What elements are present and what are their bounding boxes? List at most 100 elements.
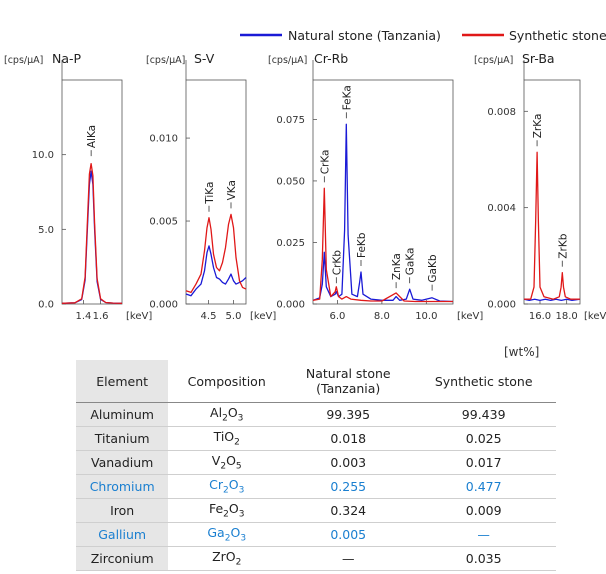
- synthetic-value-cell: 0.035: [411, 546, 556, 571]
- header-element: Element: [76, 360, 169, 403]
- natural-value-cell: —: [285, 546, 412, 571]
- series-line-synthetic: [312, 187, 453, 303]
- table-row: Zirconium ZrO2—0.035: [76, 546, 556, 571]
- legend-synthetic-label: Synthetic stone: [509, 28, 606, 43]
- composition-cell: Al2O3: [168, 402, 286, 427]
- table-row: Vanadium V2O5 0.003 0.017: [76, 450, 556, 475]
- peak-label: GaKa: [405, 248, 417, 276]
- plot-frame: [61, 79, 123, 305]
- synthetic-value-cell: 0.477: [411, 474, 556, 499]
- synthetic-value-cell: 0.009: [411, 498, 556, 523]
- y-tick-label: 10.0: [32, 150, 54, 161]
- natural-value-cell: 0.018: [285, 426, 412, 451]
- composition-cell: TiO2: [168, 426, 286, 451]
- spectrum-panel-sr-ba: [cps/μA] Sr-Ba 0.000 0.004 0.008 16.0 18.0 [keV…: [474, 51, 606, 322]
- y-tick-label: 0.008: [487, 107, 516, 118]
- table-row: Titanium TiO2 0.018 0.025: [76, 426, 556, 451]
- table-row: Gallium Ga2O3 0.005—: [76, 522, 556, 547]
- y-unit-label: [cps/μA]: [4, 55, 43, 66]
- spectrum-panel-na-p: [cps/μA] Na-P 0.0 5.0 10.0 1.4 1.6 [keV] AlKa: [4, 51, 152, 322]
- header-synthetic: Synthetic stone: [411, 360, 556, 403]
- element-cell: Chromium: [76, 474, 169, 499]
- natural-value-cell: 0.005: [285, 522, 412, 547]
- legend: Natural stone (Tanzania) Synthetic stone: [240, 28, 606, 43]
- composition-cell: V2O5: [168, 450, 286, 475]
- peak-label: ZrKa: [532, 114, 544, 139]
- x-unit-label: [keV]: [250, 311, 276, 322]
- y-unit-label: [cps/μA]: [146, 55, 185, 66]
- panel-title: Sr-Ba: [522, 51, 555, 66]
- x-tick-label: 1.6: [93, 311, 109, 322]
- composition-cell: Fe2O3: [168, 498, 286, 523]
- element-cell: Gallium: [76, 522, 169, 547]
- spectrum-panel-s-v: [cps/μA] S-V 0.000 0.005 0.010 4.5 5.0 [keV] TiK…: [146, 51, 276, 322]
- y-tick-label: 0.0: [38, 300, 54, 311]
- x-unit-label: [keV]: [584, 311, 606, 322]
- panel-title: S-V: [194, 51, 215, 66]
- y-tick-label: 0.000: [487, 300, 516, 311]
- peak-label: ZnKa: [391, 253, 403, 280]
- y-tick-label: 0.075: [276, 115, 305, 126]
- spectrum-panel-cr-rb: [cps/μA] Cr-Rb 0.000 0.025 0.050 0.075 6.0 8.0 1…: [268, 51, 483, 322]
- peak-label: FeKa: [341, 85, 353, 110]
- series-line-synthetic: [61, 162, 123, 304]
- x-tick-label: 16.0: [529, 311, 551, 322]
- y-unit-label: [cps/μA]: [268, 55, 307, 66]
- x-tick-label: 1.4: [75, 311, 91, 322]
- y-tick-label: 0.004: [487, 203, 516, 214]
- x-tick-label: 8.0: [374, 311, 390, 322]
- natural-value-cell: 0.324: [285, 498, 412, 523]
- y-unit-label: [cps/μA]: [474, 55, 513, 66]
- series-line-synthetic: [524, 151, 580, 300]
- series-line-natural: [185, 245, 247, 297]
- table-row: Aluminum Al2O3 99.395 99.439: [76, 402, 556, 427]
- composition-cell: ZrO2: [168, 546, 286, 571]
- composition-cell: Cr2O3: [168, 474, 286, 499]
- synthetic-value-cell: 0.025: [411, 426, 556, 451]
- synthetic-value-cell: 99.439: [411, 402, 556, 427]
- peak-label: GaKb: [427, 254, 439, 282]
- legend-natural-label: Natural stone (Tanzania): [288, 28, 441, 43]
- peak-label: TiKa: [204, 182, 216, 205]
- header-natural-line2: (Tanzania): [316, 381, 381, 396]
- header-natural: Natural stone (Tanzania): [285, 360, 412, 403]
- y-tick-label: 0.050: [276, 176, 305, 187]
- x-tick-label: 10.0: [415, 311, 437, 322]
- peak-label: AlKa: [86, 125, 98, 148]
- series-line-synthetic: [185, 213, 247, 294]
- panel-title: Na-P: [52, 51, 82, 66]
- plot-frame: [312, 79, 454, 305]
- natural-value-cell: 99.395: [285, 402, 412, 427]
- x-tick-label: 5.0: [226, 311, 242, 322]
- table-row: Iron Fe2O3 0.324 0.009: [76, 498, 556, 523]
- y-tick-label: 0.010: [149, 134, 178, 145]
- element-cell: Iron: [76, 498, 169, 523]
- peak-label: CrKb: [331, 250, 343, 276]
- y-tick-label: 0.000: [276, 300, 305, 311]
- element-cell: Titanium: [76, 426, 169, 451]
- element-cell: Vanadium: [76, 450, 169, 475]
- plot-frame: [523, 79, 581, 305]
- peak-label: FeKb: [356, 232, 368, 258]
- natural-value-cell: 0.003: [285, 450, 412, 475]
- header-natural-line1: Natural stone: [305, 366, 391, 381]
- x-unit-label: [keV]: [457, 311, 483, 322]
- peak-label: ZrKb: [557, 233, 569, 258]
- spectra-figure: Natural stone (Tanzania) Synthetic stone…: [4, 28, 606, 322]
- natural-value-cell: 0.255: [285, 474, 412, 499]
- y-tick-label: 0.005: [149, 217, 178, 228]
- element-cell: Zirconium: [76, 546, 169, 571]
- y-tick-label: 0.000: [149, 300, 178, 311]
- header-composition: Composition: [168, 360, 286, 403]
- table-header-row: Element Composition Natural stone (Tanza…: [76, 360, 556, 403]
- unit-note: [wt%]: [504, 345, 540, 359]
- element-cell: Aluminum: [76, 402, 169, 427]
- peak-label: VKa: [226, 180, 238, 200]
- panel-title: Cr-Rb: [314, 51, 348, 66]
- x-unit-label: [keV]: [126, 311, 152, 322]
- composition-cell: Ga2O3: [168, 522, 286, 547]
- table-row: Chromium Cr2O3 0.255 0.477: [76, 474, 556, 499]
- series-line-natural: [61, 170, 123, 304]
- synthetic-value-cell: 0.017: [411, 450, 556, 475]
- series-line-natural: [523, 298, 581, 302]
